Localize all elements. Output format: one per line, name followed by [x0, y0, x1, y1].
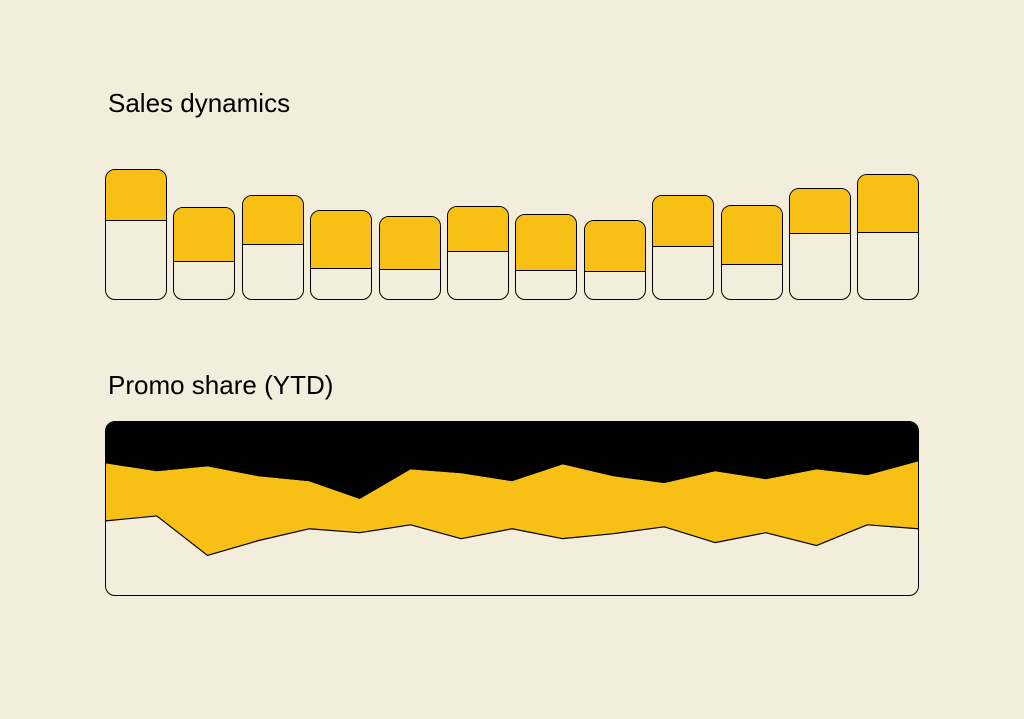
sales-bar: [447, 206, 509, 300]
sales-bar: [242, 195, 304, 300]
sales-bar-fill: [858, 175, 918, 233]
sales-bar-fill: [653, 196, 713, 247]
sales-bar-fill: [516, 215, 576, 271]
sales-bar: [721, 205, 783, 300]
sales-bar: [515, 214, 577, 300]
sales-bar-fill: [106, 170, 166, 221]
sales-bar: [105, 169, 167, 300]
sales-bar-fill: [722, 206, 782, 265]
promo-share-title: Promo share (YTD): [108, 370, 333, 401]
sales-bar-fill: [174, 208, 234, 262]
sales-bar: [584, 220, 646, 300]
sales-bar-fill: [585, 221, 645, 272]
sales-bar-fill: [448, 207, 508, 252]
sales-dynamics-title: Sales dynamics: [108, 88, 290, 119]
sales-bar: [310, 210, 372, 300]
sales-bar: [652, 195, 714, 300]
sales-bar-fill: [790, 189, 850, 234]
sales-bar: [789, 188, 851, 300]
promo-share-chart: [105, 421, 919, 596]
page-root: Sales dynamics Promo share (YTD): [0, 0, 1024, 719]
sales-dynamics-chart: [105, 169, 919, 300]
sales-bar: [379, 216, 441, 300]
sales-bar-fill: [380, 217, 440, 270]
sales-bar-fill: [243, 196, 303, 245]
sales-bar-fill: [311, 211, 371, 269]
sales-bar: [857, 174, 919, 300]
sales-bar: [173, 207, 235, 300]
